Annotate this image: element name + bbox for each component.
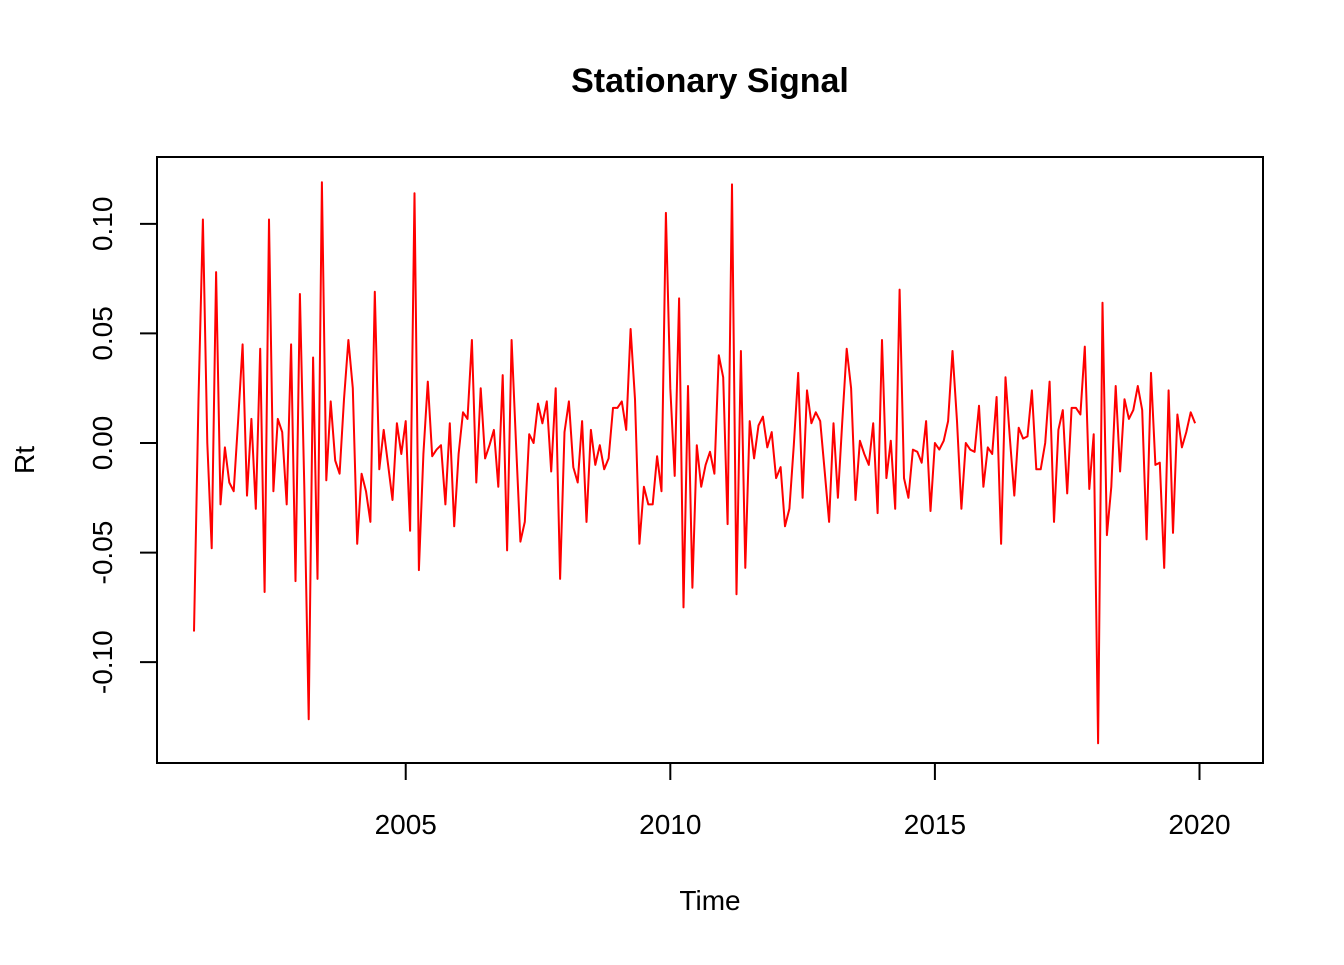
y-tick-label: 0.05	[87, 306, 118, 361]
y-tick-label: 0.10	[87, 197, 118, 252]
x-axis-label: Time	[679, 885, 740, 916]
x-tick-label: 2020	[1168, 809, 1230, 840]
y-tick-label: -0.10	[87, 630, 118, 694]
x-tick-label: 2010	[639, 809, 701, 840]
y-tick-label: 0.00	[87, 416, 118, 471]
y-axis-label: Rt	[9, 446, 40, 474]
x-tick-label: 2005	[375, 809, 437, 840]
y-axis: -0.10 -0.05 0.00 0.05 0.10	[87, 197, 158, 694]
series-line	[193, 181, 1197, 745]
series-rt	[193, 181, 1197, 745]
chart-title: Stationary Signal	[571, 62, 849, 100]
x-axis: 2005 2010 2015 2020	[375, 762, 1231, 840]
y-tick-label: -0.05	[87, 521, 118, 585]
x-tick-label: 2015	[904, 809, 966, 840]
